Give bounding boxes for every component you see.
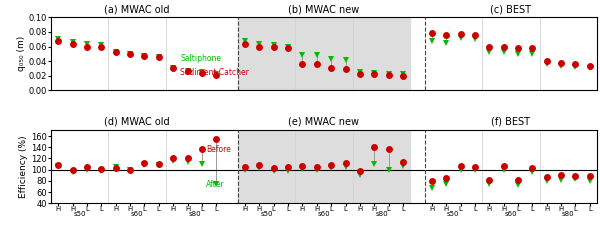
Text: (b) MWAC new: (b) MWAC new	[289, 4, 359, 14]
Text: After: After	[206, 180, 225, 189]
Text: s50: s50	[73, 211, 86, 217]
Text: s80: s80	[188, 211, 201, 217]
Text: (f) BEST: (f) BEST	[491, 117, 530, 126]
Text: (c) BEST: (c) BEST	[490, 4, 531, 14]
Text: (d) MWAC old: (d) MWAC old	[104, 117, 170, 126]
Text: s50: s50	[260, 211, 273, 217]
Bar	[238, 17, 410, 90]
Y-axis label: q₀₅₀ (m): q₀₅₀ (m)	[17, 36, 26, 71]
Text: s60: s60	[131, 211, 143, 217]
Y-axis label: Efficiency (%): Efficiency (%)	[19, 136, 28, 198]
Text: Saltiphone: Saltiphone	[181, 54, 221, 63]
Text: s50: s50	[447, 211, 460, 217]
Text: (a) MWAC old: (a) MWAC old	[104, 4, 170, 14]
Bar	[238, 130, 410, 203]
Text: (e) MWAC new: (e) MWAC new	[289, 117, 359, 126]
Text: s60: s60	[317, 211, 331, 217]
Text: s80: s80	[562, 211, 575, 217]
Text: s60: s60	[505, 211, 517, 217]
Text: Sediment Catcher: Sediment Catcher	[181, 68, 249, 77]
Text: s80: s80	[375, 211, 388, 217]
Text: Before: Before	[206, 145, 231, 154]
